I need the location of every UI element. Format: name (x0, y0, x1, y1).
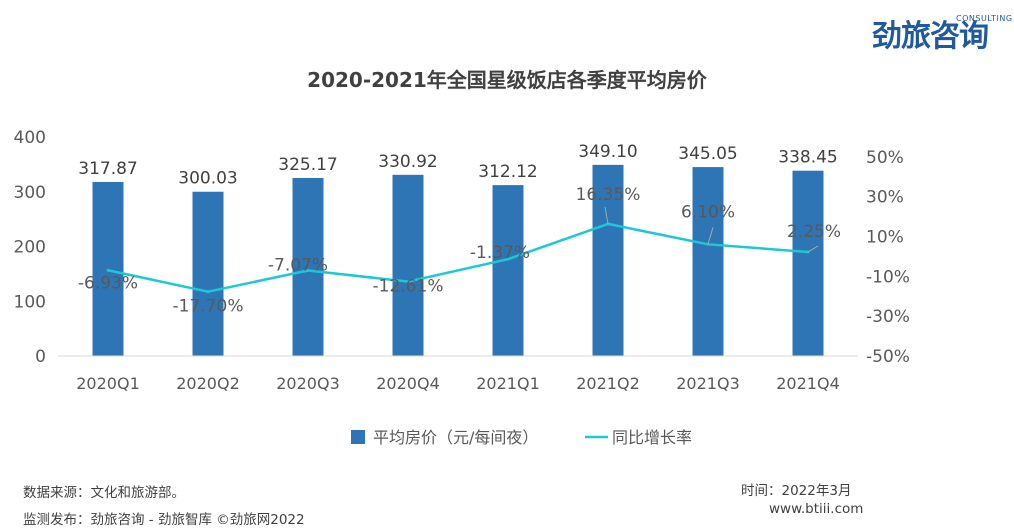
bar-value-label: 317.87 (78, 159, 137, 179)
logo-subtitle: CONSULTING (956, 14, 1013, 23)
x-axis-tick-label: 2020Q4 (376, 374, 440, 393)
legend-line-label: 同比增长率 (612, 428, 692, 447)
growth-rate-point (406, 280, 410, 284)
growth-rate-label: 6.10% (681, 202, 735, 222)
bar-value-label: 349.10 (578, 142, 637, 162)
bar-2021Q1 (492, 185, 524, 356)
right-axis-tick-label: 10% (866, 228, 904, 248)
bar-value-label: 330.92 (378, 152, 437, 172)
bar-value-label: 325.17 (278, 155, 337, 175)
bar-value-label: 338.45 (778, 148, 837, 168)
label-leader-line (604, 206, 609, 224)
chart-title: 2020-2021年全国星级饭店各季度平均房价 (307, 68, 707, 92)
brand-logo: CONSULTING 劲旅咨询 (872, 8, 1012, 54)
bar-2021Q3 (692, 167, 724, 356)
growth-rate-line (107, 222, 809, 293)
x-axis-tick-label: 2021Q4 (776, 374, 840, 393)
label-leader-line (707, 227, 714, 245)
legend-bar-swatch (351, 430, 365, 444)
growth-rate-point (306, 269, 310, 273)
growth-rate-label: -6.93% (78, 273, 138, 293)
right-axis-tick-label: 30% (866, 188, 904, 208)
left-axis-tick-label: 400 (14, 128, 46, 148)
left-axis-tick-label: 300 (14, 183, 46, 203)
growth-rate-label: 16.35% (576, 185, 641, 205)
left-axis-tick-label: 200 (14, 238, 46, 258)
x-axis-tick-label: 2021Q3 (676, 374, 740, 393)
bar-2020Q3 (292, 177, 324, 356)
growth-rate-point (206, 290, 210, 294)
growth-rate-label: 2.25% (787, 222, 841, 242)
x-axis-tick-label: 2020Q1 (76, 374, 140, 393)
bar-2020Q2 (192, 191, 224, 356)
bar-value-label: 312.12 (478, 162, 537, 182)
growth-rate-label: -12.61% (373, 277, 444, 297)
publish-time: 时间：2022年3月 (741, 483, 852, 499)
left-axis-tick-label: 0 (35, 347, 46, 367)
growth-rate-label: -1.37% (470, 243, 530, 263)
x-axis-tick-label: 2021Q2 (576, 374, 640, 393)
bar-2020Q4 (392, 174, 424, 356)
right-axis-tick-label: -50% (866, 347, 910, 367)
bar-2021Q2 (592, 164, 624, 356)
right-axis-tick-label: 50% (866, 148, 904, 168)
right-axis-tick-label: -30% (866, 307, 910, 327)
data-source: 数据来源：文化和旅游部。 (23, 485, 185, 501)
x-axis-tick-label: 2021Q1 (476, 374, 540, 393)
bar-value-label: 345.05 (678, 144, 737, 164)
x-axis-tick-label: 2020Q3 (276, 374, 340, 393)
legend-bar-label: 平均房价（元/每间夜） (373, 428, 538, 447)
label-leader-line (807, 245, 819, 253)
growth-rate-point (506, 257, 510, 261)
logo-text: 劲旅咨询 (872, 19, 989, 54)
bar-2021Q4 (792, 170, 824, 356)
growth-rate-label: -7.07% (268, 256, 328, 276)
publisher-credit: 监测发布：劲旅咨询 - 劲旅智库 ©劲旅网2022 (23, 512, 305, 528)
x-axis-tick-label: 2020Q2 (176, 374, 240, 393)
left-axis-tick-label: 100 (14, 292, 46, 312)
growth-rate-point (106, 268, 110, 272)
right-axis-tick-label: -10% (866, 267, 910, 287)
bar-value-label: 300.03 (178, 169, 237, 189)
growth-rate-label: -17.70% (173, 297, 244, 317)
website-link[interactable]: www.btiii.com (769, 501, 864, 517)
